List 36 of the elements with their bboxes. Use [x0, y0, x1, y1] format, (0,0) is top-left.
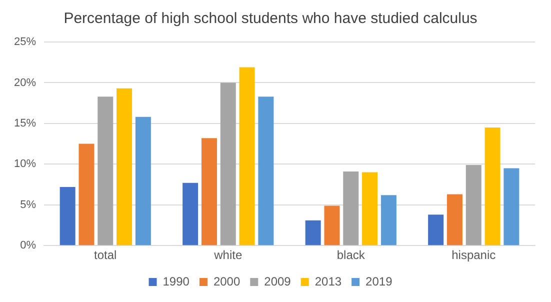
bar [362, 172, 378, 246]
bar [201, 138, 217, 246]
chart-title: Percentage of high school students who have studied calculus [64, 10, 478, 28]
bar [220, 82, 236, 246]
x-tick-label: hispanic [452, 248, 496, 262]
x-tick-label: total [94, 248, 117, 262]
bar [484, 128, 500, 246]
y-tick-label: 15% [14, 117, 36, 130]
legend-label: 2009 [264, 274, 292, 288]
bar [60, 186, 76, 246]
bar [343, 171, 359, 246]
bar [466, 164, 482, 246]
bar [258, 96, 274, 246]
x-tick-label: white [213, 248, 242, 262]
legend-label: 2019 [366, 274, 393, 288]
bar [182, 182, 198, 246]
legend-label: 2013 [314, 274, 342, 288]
legend-label: 2000 [213, 274, 240, 288]
bar [324, 206, 340, 246]
bar [305, 220, 321, 246]
y-tick-label: 20% [14, 76, 36, 89]
bar [446, 194, 462, 246]
bar [116, 88, 132, 246]
y-tick-label: 25% [14, 36, 36, 48]
bar [78, 144, 94, 246]
bar [98, 96, 114, 246]
y-tick-label: 10% [14, 158, 36, 170]
bar [135, 116, 151, 246]
y-tick-label: 0% [20, 240, 36, 252]
bar [428, 214, 444, 246]
y-tick-label: 5% [20, 198, 36, 211]
bar [239, 67, 255, 246]
bar [504, 168, 520, 246]
bar [380, 195, 396, 246]
x-tick-label: black [336, 248, 366, 262]
legend-label: 1990 [162, 274, 190, 288]
